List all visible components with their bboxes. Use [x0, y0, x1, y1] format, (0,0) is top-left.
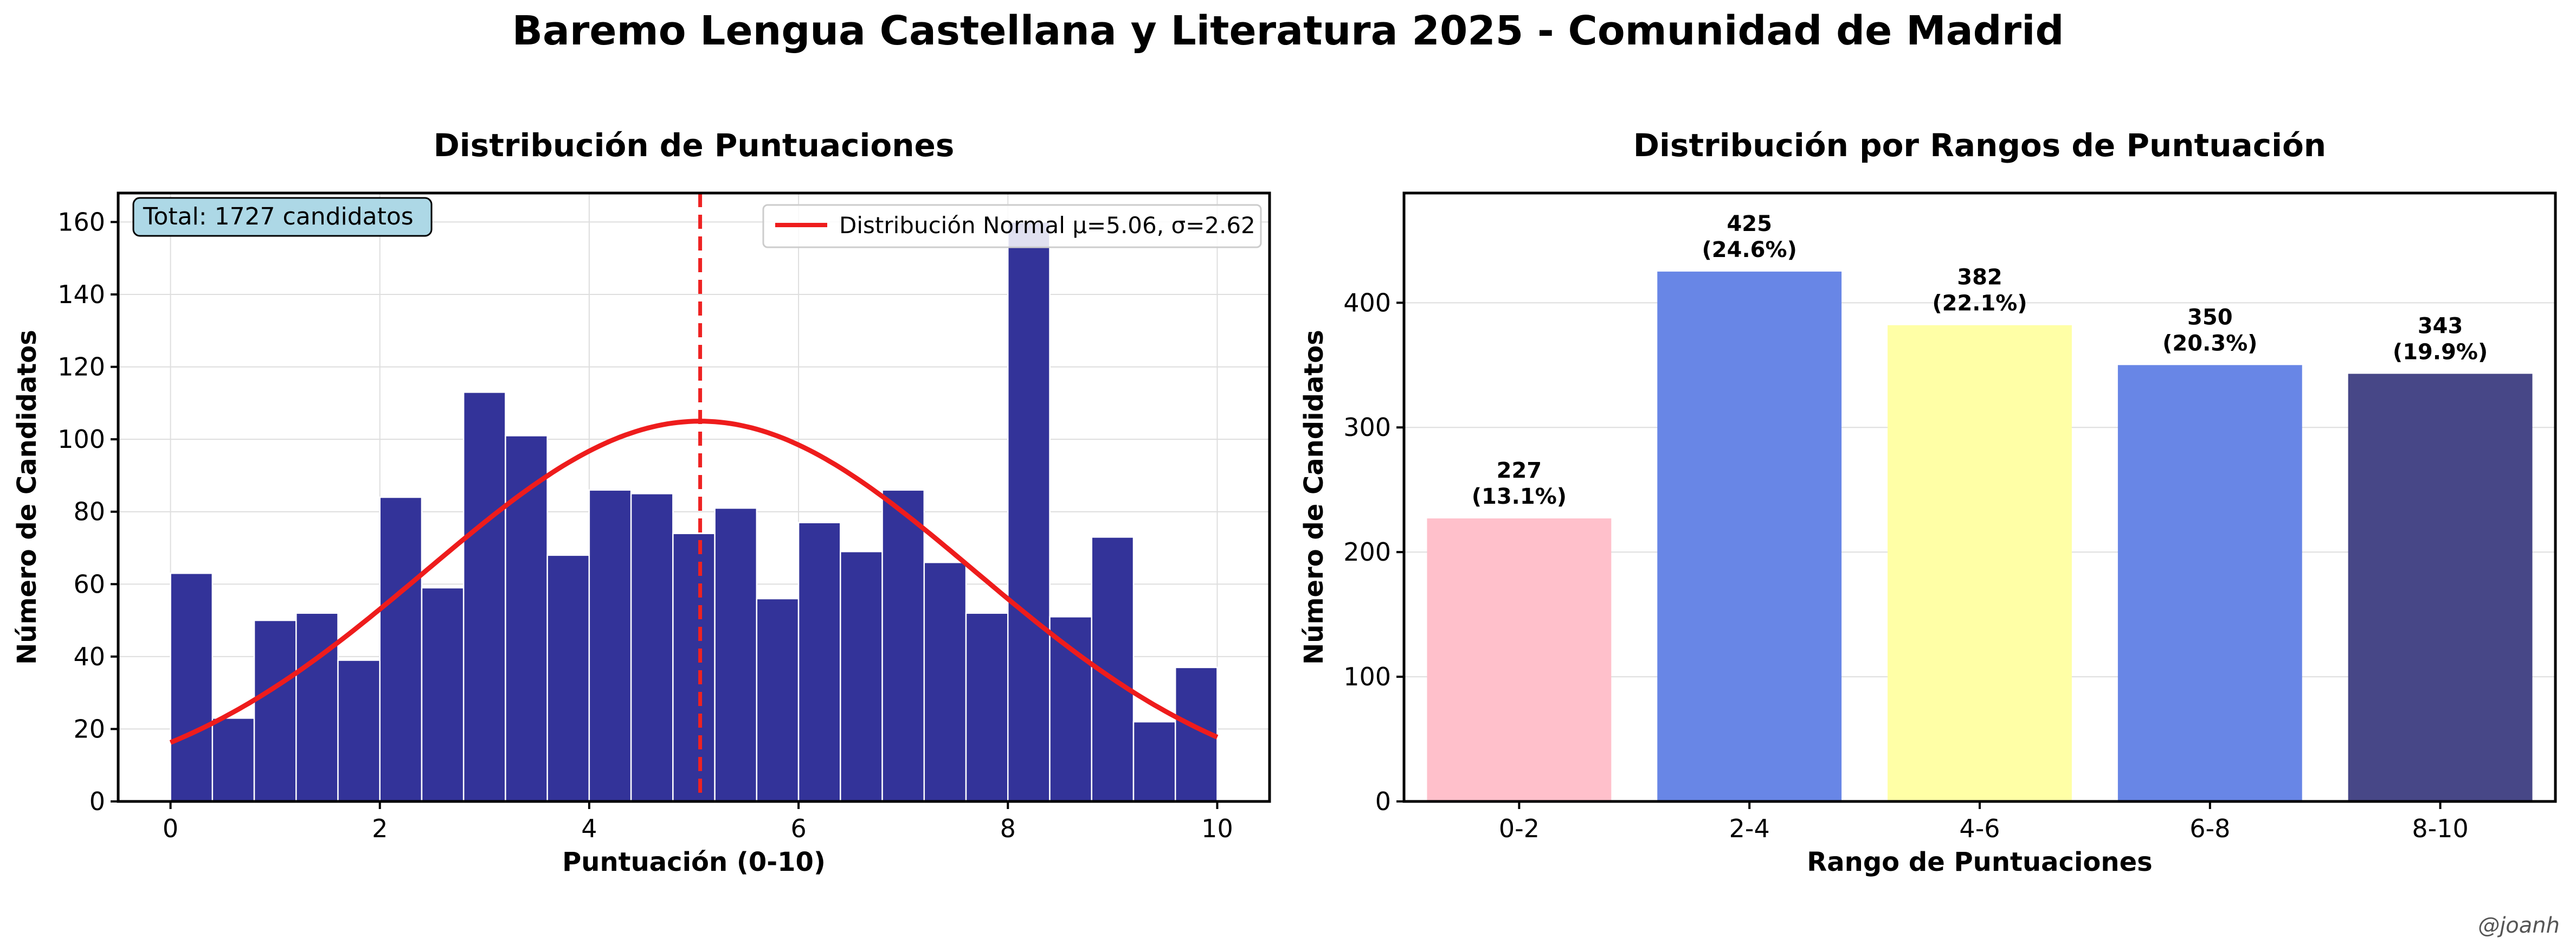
histogram-ytick-label: 100	[57, 425, 105, 454]
histogram-xtick-label: 6	[790, 814, 806, 843]
histogram-bar	[505, 435, 548, 803]
histogram-bar	[546, 554, 590, 803]
histogram-ytick-label: 160	[57, 207, 105, 236]
range-bar-value-label: 350	[2187, 305, 2233, 330]
legend-entry-label: Distribución Normal μ=5.06, σ=2.62	[839, 212, 1255, 239]
histogram-xtick-label: 2	[372, 814, 388, 843]
range-bar-value-label: 227	[1497, 458, 1542, 483]
range-bar	[1657, 271, 1842, 801]
range-xlabel: Rango de Puntuaciones	[1807, 847, 2152, 877]
histogram-bar	[170, 573, 214, 803]
range-axis-ticks: 0 100 200 300 400 0-2 2-4 4-6 6-8 8-10	[1343, 288, 2469, 843]
range-xtick-label: 8-10	[2412, 814, 2468, 843]
histogram-legend: Distribución Normal μ=5.06, σ=2.62	[762, 204, 1262, 248]
range-title: Distribución por Rangos de Puntuación	[1633, 127, 2326, 164]
histogram-bar	[421, 587, 465, 803]
histogram-ytick-label: 0	[89, 787, 105, 816]
range-bar-percent-label: (20.3%)	[2162, 331, 2257, 356]
range-bar	[1888, 325, 2072, 801]
histogram-bar	[923, 561, 967, 803]
histogram-xtick-label: 0	[163, 814, 178, 843]
histogram-bar	[672, 532, 716, 803]
histogram-bar	[588, 489, 632, 803]
range-bar-percent-label: (13.1%)	[1472, 484, 1567, 509]
range-bar-labels: 227(13.1%) 425(24.6%) 382(22.1%) 350(20.3%)…	[1472, 211, 2488, 509]
total-annotation-text: Total: 1727 candidatos	[143, 203, 414, 230]
histogram-bar	[630, 493, 674, 803]
histogram-plot-frame	[117, 191, 1271, 803]
histogram-bar	[881, 489, 925, 803]
histogram-grid	[118, 193, 1270, 802]
range-bar	[1427, 518, 1612, 801]
histogram-bar	[337, 659, 381, 803]
range-bar-percent-label: (22.1%)	[1932, 291, 2027, 316]
histogram-ytick-label: 140	[57, 280, 105, 309]
histogram-bar	[211, 717, 255, 803]
histogram-ytick-label: 40	[73, 642, 105, 671]
normal-curve	[169, 419, 1219, 745]
range-xtick-label: 0-2	[1499, 814, 1540, 843]
legend-frame	[762, 204, 1262, 248]
histogram-bar	[253, 619, 297, 803]
histogram-ytick-label: 20	[73, 714, 105, 743]
histogram-xlabel: Puntuación (0-10)	[562, 847, 826, 877]
histogram-panel: Distribución de Puntuaciones 0 2 4 6 8 100204…	[12, 127, 1271, 877]
histogram-bar	[797, 522, 841, 803]
histogram-bar	[714, 507, 758, 803]
histogram-bar	[965, 612, 1009, 803]
range-bar-percent-label: (24.6%)	[1702, 238, 1797, 262]
range-ytick-label: 0	[1375, 787, 1391, 816]
watermark: @joanh	[2478, 913, 2560, 938]
histogram-ytick-label: 120	[57, 352, 105, 382]
range-bar-value-label: 425	[1727, 211, 1772, 236]
histogram-bar	[379, 496, 423, 803]
range-xtick-label: 6-8	[2189, 814, 2230, 843]
range-bar-percent-label: (19.9%)	[2393, 339, 2488, 364]
histogram-bar	[1007, 221, 1051, 803]
histogram-bar	[1049, 616, 1092, 803]
histogram-ytick-label: 60	[73, 569, 105, 599]
histogram-ylabel: Número de Candidatos	[12, 330, 42, 665]
range-ytick-label: 300	[1343, 413, 1391, 442]
histogram-bar	[1132, 721, 1176, 803]
histogram-overlay	[169, 193, 1219, 801]
histogram-bar	[840, 550, 883, 803]
range-panel: Distribución por Rangos de Puntuación 22…	[1299, 127, 2557, 877]
range-bar	[2348, 374, 2533, 801]
total-annotation-box	[132, 197, 433, 237]
range-ytick-label: 200	[1343, 537, 1391, 567]
histogram-xtick-label: 4	[581, 814, 597, 843]
histogram-xtick-label: 8	[1000, 814, 1016, 843]
range-ylabel: Número de Candidatos	[1299, 330, 1329, 665]
histogram-bars	[170, 221, 1218, 803]
histogram-title: Distribución de Puntuaciones	[434, 127, 955, 164]
total-annotation: Total: 1727 candidatos	[132, 197, 433, 237]
histogram-bar	[756, 598, 800, 803]
range-bars	[1427, 271, 2533, 801]
range-ytick-label: 100	[1343, 662, 1391, 691]
histogram-xtick-label: 10	[1201, 814, 1233, 843]
range-bar-value-label: 343	[2418, 313, 2463, 338]
range-ytick-label: 400	[1343, 288, 1391, 317]
histogram-bar	[462, 391, 506, 803]
histogram-ytick-label: 80	[73, 497, 105, 527]
figure-suptitle: Baremo Lengua Castellana y Literatura 20…	[512, 8, 2064, 54]
range-xtick-label: 4-6	[1959, 814, 2000, 843]
range-bar	[2117, 365, 2302, 801]
range-xtick-label: 2-4	[1729, 814, 1770, 843]
histogram-bar	[295, 612, 339, 803]
range-bar-value-label: 382	[1957, 265, 2002, 290]
